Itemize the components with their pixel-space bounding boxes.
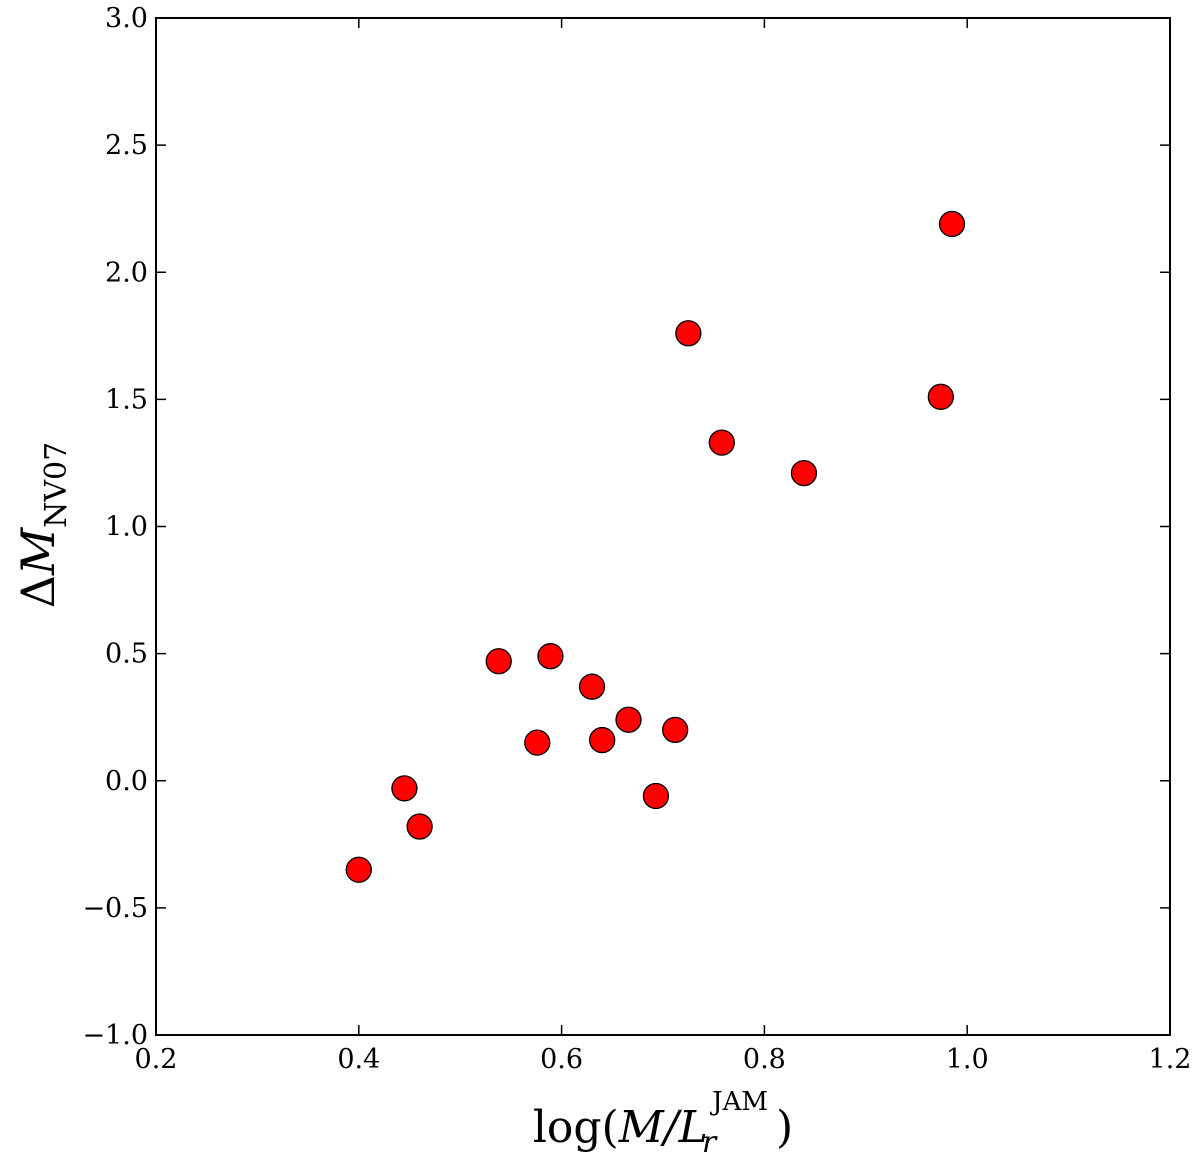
x-tick-label: 1.0 (946, 1044, 989, 1075)
data-point (708, 429, 735, 456)
data-point (524, 729, 551, 756)
y-tick-label: 2.5 (105, 130, 148, 161)
data-point (927, 383, 954, 410)
y-tick-label: 3.0 (105, 3, 148, 34)
data-point (406, 813, 433, 840)
x-tick-label: 0.2 (135, 1044, 178, 1075)
x-axis-label-var2: L (678, 1102, 708, 1153)
data-point (642, 782, 670, 810)
y-axis-label: ΔMNV07 (11, 442, 74, 608)
y-axis-label-sub: NV07 (39, 442, 74, 528)
plot-area (155, 17, 1171, 1036)
y-tick-label: 0.5 (105, 639, 148, 670)
y-tick-label: 1.0 (105, 512, 148, 543)
data-point (615, 706, 642, 733)
data-points (345, 210, 966, 883)
data-point (790, 459, 818, 487)
data-point (675, 320, 702, 347)
y-axis-label-main: Δ (11, 575, 65, 608)
y-tick-labels: −1.0 −0.5 0.0 0.5 1.0 1.5 2.0 2.5 3.0 (82, 3, 148, 1051)
data-point (938, 210, 966, 238)
x-tick-label: 0.8 (743, 1044, 786, 1075)
y-tick-label: 2.0 (105, 257, 148, 288)
x-tick-label: 1.2 (1149, 1044, 1192, 1075)
data-point (662, 716, 689, 744)
y-tick-label: −0.5 (82, 893, 148, 924)
x-axis-label-sub: r (702, 1125, 718, 1153)
x-axis-label-main: log( (533, 1102, 619, 1153)
data-point (578, 673, 606, 700)
x-axis-label: log(M/Lr JAM) (533, 1087, 793, 1153)
data-point (589, 726, 616, 754)
y-tick-label: −1.0 (82, 1020, 148, 1051)
y-axis-label-var: M (11, 526, 65, 576)
x-tick-label: 0.4 (337, 1044, 380, 1075)
data-point (391, 775, 418, 802)
y-tick-label: 1.5 (105, 384, 148, 415)
x-tick-label: 0.6 (540, 1044, 583, 1075)
x-axis-label-sup: JAM (709, 1087, 768, 1117)
x-axis-label-slash: / (660, 1102, 683, 1153)
axis-ticks (155, 17, 1171, 1036)
data-point (537, 643, 564, 670)
x-axis-label-close: ) (776, 1102, 793, 1153)
x-axis-label-var: M (618, 1102, 665, 1153)
y-tick-label: 0.0 (105, 766, 148, 797)
data-point (345, 856, 372, 883)
data-point (485, 648, 512, 675)
x-tick-labels: 0.2 0.4 0.6 0.8 1.0 1.2 (135, 1044, 1192, 1075)
